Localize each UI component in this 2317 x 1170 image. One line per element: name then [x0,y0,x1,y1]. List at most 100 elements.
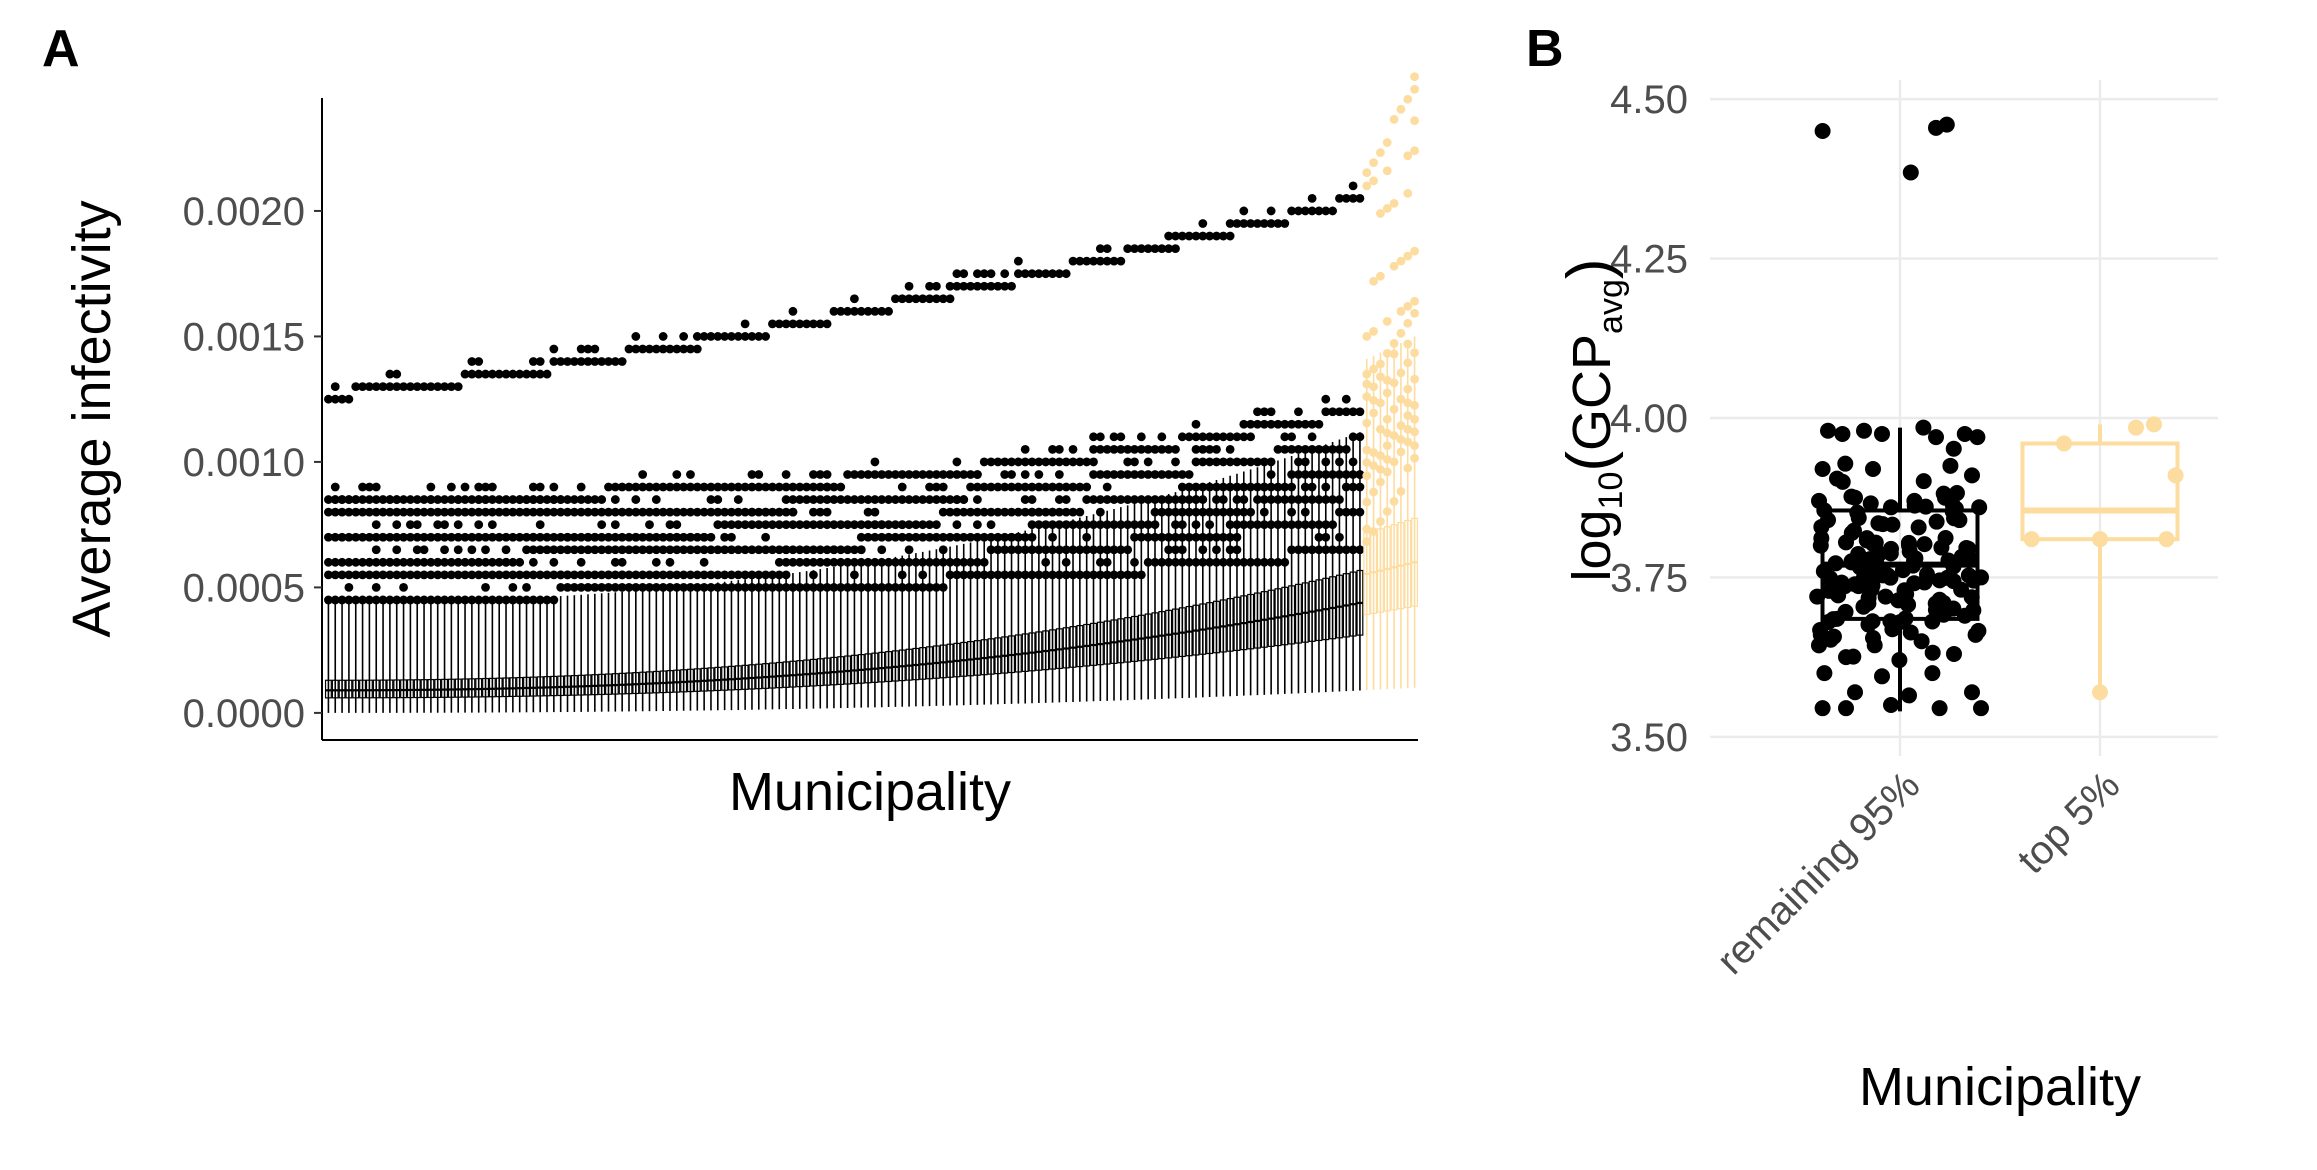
outlier-point [651,344,661,354]
outlier-point [1321,444,1331,454]
outlier-point [911,294,921,304]
outlier-point [385,570,395,580]
outlier-point [993,507,1003,517]
outlier-point [856,583,866,592]
outlier-point [508,557,518,567]
outlier-point [405,595,415,605]
outlier-point [1294,470,1303,479]
municipality-boxplot [672,344,682,711]
municipality-boxplot [1335,193,1344,692]
municipality-boxplot [925,281,934,707]
outlier-point [1143,495,1153,504]
outlier-point [672,583,682,592]
municipality-boxplot [1000,269,1010,705]
outlier-point [959,495,969,504]
outlier-point [1218,231,1228,241]
data-point [1812,622,1829,639]
outlier-point [829,545,839,555]
outlier-point [1020,444,1030,454]
iqr-box [707,667,715,692]
outlier-point [412,382,422,392]
outlier-point [446,570,456,580]
outlier-point [836,306,846,316]
outlier-point [330,595,340,605]
outlier-point [986,269,996,279]
outlier-point [330,382,340,392]
outlier-point [1054,507,1064,517]
outlier-point [993,570,1003,580]
outlier-point [1082,495,1092,504]
outlier-point [481,570,490,580]
outlier-point [1212,231,1221,241]
outlier-point [843,545,852,555]
outlier-point [535,507,545,517]
outlier-point [528,495,538,504]
outlier-point [467,570,477,580]
outlier-point [1300,545,1310,555]
outlier-point [651,532,661,542]
outlier-point [1020,532,1030,542]
outlier-point [453,532,463,542]
outlier-point [1150,532,1160,542]
outlier-point [768,319,777,329]
outlier-point [747,470,757,479]
outlier-point [549,557,559,567]
outlier-point [624,570,634,580]
outlier-point [788,557,798,567]
outlier-point [1266,557,1276,567]
outlier-point [931,557,941,567]
outlier-point [344,583,354,592]
outlier-point [542,595,552,605]
iqr-box [687,668,694,693]
outlier-point [952,570,962,580]
outlier-point [385,532,395,542]
municipality-boxplot [952,269,962,706]
outlier-point [597,495,607,504]
outlier-point [1300,495,1310,504]
outlier-point [747,332,757,341]
outlier-point [809,520,818,530]
outlier-point [1020,269,1030,279]
municipality-boxplot [535,357,545,713]
outlier-point [590,495,600,504]
outlier-point [576,357,586,366]
outlier-point [576,545,586,555]
outlier-point [1239,432,1249,442]
outlier-point [576,507,586,517]
outlier-point [686,532,695,542]
outlier-point [1389,378,1399,388]
outlier-point [1389,114,1399,124]
outlier-point [1321,520,1331,530]
outlier-point [522,595,531,605]
outlier-point [1068,482,1078,492]
outlier-point [1000,545,1010,555]
outlier-point [1287,495,1297,504]
outlier-point [925,532,934,542]
municipality-boxplot [1198,219,1208,698]
outlier-point [733,507,743,517]
outlier-point [487,520,497,530]
outlier-point [925,470,934,479]
outlier-point [1041,507,1051,517]
municipality-boxplot [692,332,702,711]
outlier-point [720,583,730,592]
outlier-point [740,319,750,329]
outlier-point [1355,407,1365,417]
outlier-point [897,495,907,504]
outlier-point [1287,545,1297,555]
outlier-point [1259,520,1269,530]
outlier-point [1321,457,1331,467]
outlier-point [1389,261,1399,271]
municipality-boxplot [1280,219,1290,694]
outlier-point [1273,444,1283,454]
iqr-box [714,666,722,692]
outlier-point [952,532,962,542]
outlier-point [1191,482,1201,492]
outlier-point [979,482,989,492]
outlier-point [460,482,470,492]
outlier-point [515,570,525,580]
outlier-point [733,545,743,555]
outlier-point [542,532,552,542]
outlier-point [1089,545,1098,555]
outlier-point [1082,545,1092,555]
